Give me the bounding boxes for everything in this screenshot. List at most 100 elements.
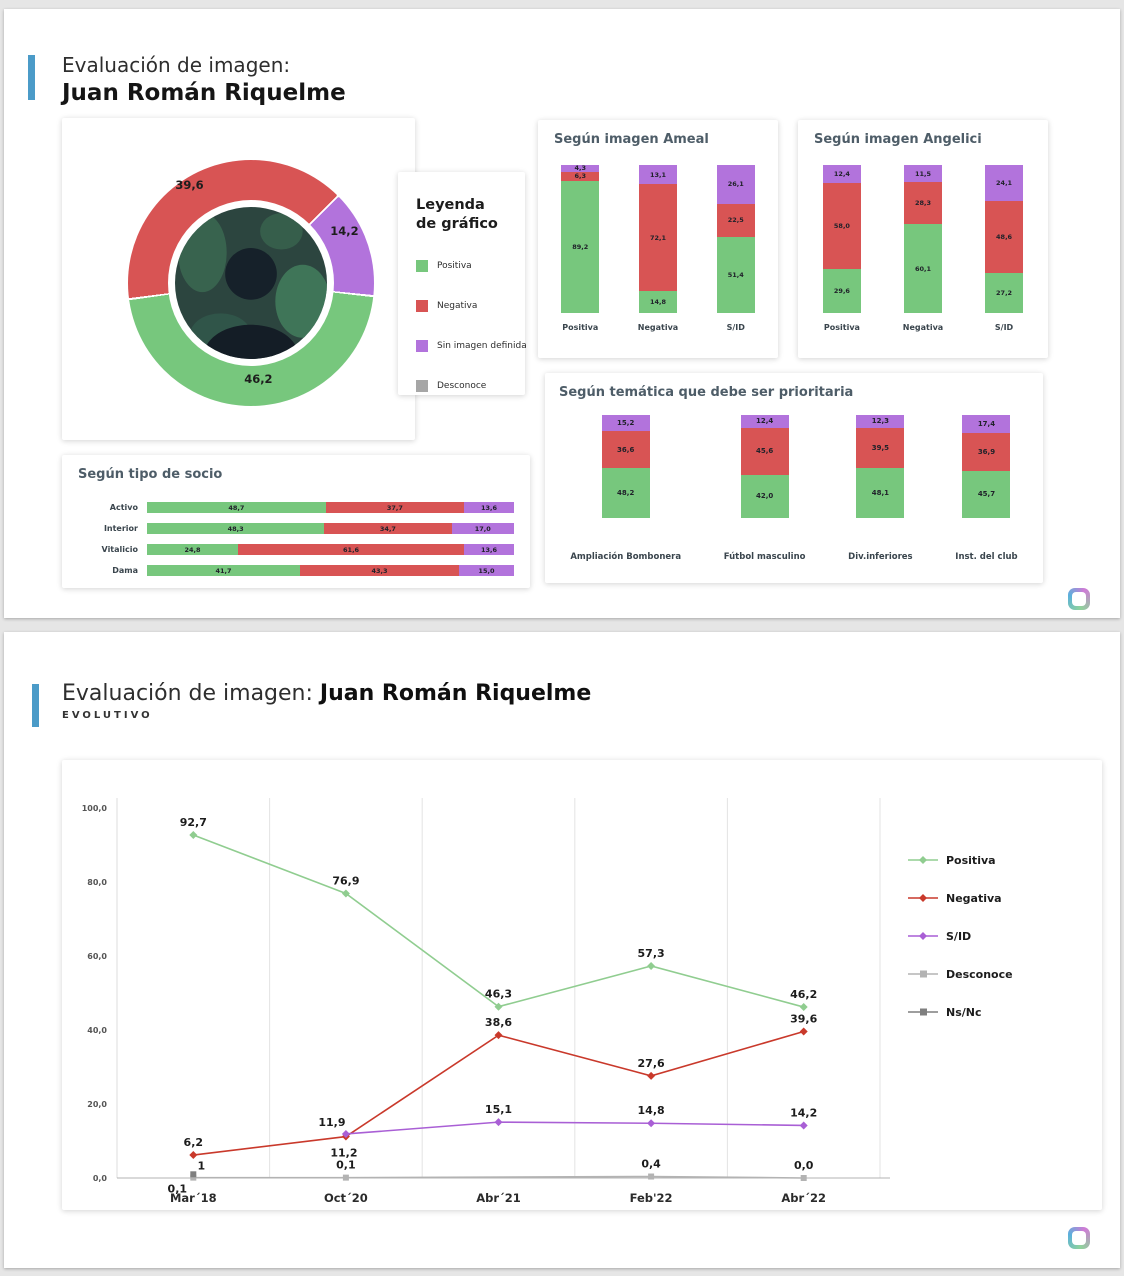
marker-negativa <box>189 1151 198 1160</box>
bar-segment-sin-imagen-definida: 12,3 <box>856 415 905 428</box>
y-tick-label: 80,0 <box>87 878 107 887</box>
bar-category-label: Inst. del club <box>955 552 1018 562</box>
bar-segment-positiva: 29,6 <box>822 269 861 313</box>
stacked-bar: 48,1 39,5 12,3 <box>856 415 905 518</box>
bar-track: 60,1 28,3 11,5 <box>903 165 942 313</box>
bar-category-label: Ampliación Bombonera <box>570 552 682 562</box>
bar-segment-sin-imagen-definida: 17,4 <box>962 415 1011 433</box>
legend-marker <box>919 932 927 940</box>
bar-segment-positiva: 27,2 <box>985 272 1024 313</box>
bar-segment-positiva: 51,4 <box>716 236 755 313</box>
bar-category-label: S/ID <box>994 323 1014 332</box>
bar-track: 45,7 36,9 17,4 <box>962 415 1011 518</box>
marker-positiva <box>647 961 656 970</box>
x-tick-label: Abr´22 <box>781 1191 826 1205</box>
bar-value-label: 60,1 <box>914 264 932 273</box>
stacked-bar: 29,6 58,0 12,4 <box>822 165 861 313</box>
bar-value-label: 17,0 <box>474 524 491 533</box>
angelici-bars: 29,6 58,0 12,4 Positiva 60,1 28,3 11,5 Negativa… <box>802 165 1044 332</box>
stacked-bar: 89,2 6,3 4,3 <box>561 164 600 313</box>
marker-s-id <box>341 1129 350 1138</box>
bar-track: 14,8 72,1 13,1 <box>638 165 677 313</box>
slide-2: Evaluación de imagen: Juan Román Riquelm… <box>4 632 1120 1268</box>
bar-value-label: 13,6 <box>481 545 498 554</box>
bar-segment-negativa: 39,5 <box>856 427 905 469</box>
bar-segment-negativa: 37,7 <box>325 502 465 513</box>
bar-value-label: 12,4 <box>833 170 850 179</box>
bar-track: 48,1 39,5 12,3 <box>856 415 905 518</box>
socio-row: Activo 48,7 37,7 13,6 <box>76 497 514 518</box>
data-label-negativa: 27,6 <box>638 1057 665 1070</box>
person-photo-illustration <box>175 207 327 359</box>
ameal-title: Según imagen Ameal <box>554 132 709 147</box>
socio-card: Según tipo de socio Activo 48,7 37,7 13,6 In… <box>62 455 530 588</box>
data-label-positiva: 46,3 <box>485 988 512 1001</box>
slide1-title-line2: Juan Román Riquelme <box>62 80 346 106</box>
marker-desconoce <box>190 1174 197 1181</box>
legend-item-label: Positiva <box>437 260 472 271</box>
bar-segment-negativa: 22,5 <box>716 203 755 237</box>
bar-segment-positiva: 42,0 <box>740 474 789 518</box>
socio-category-label: Interior <box>103 524 138 533</box>
bar-track: 89,2 6,3 4,3 <box>561 164 600 313</box>
bar-value-label: 4,3 <box>574 164 587 173</box>
bar-value-label: 48,2 <box>617 489 635 498</box>
legend-item: Sin imagen definida <box>416 326 527 366</box>
bar-segment-sin-imagen-definida: 12,4 <box>822 165 861 184</box>
ameal-bars: 89,2 6,3 4,3 Positiva 14,8 72,1 13,1 Negativa 51… <box>542 164 774 332</box>
bar-segment-positiva: 60,1 <box>903 224 942 313</box>
tematica-bars: 48,2 36,6 15,2 Ampliación Bombonera 42,0 45,6… <box>549 415 1039 562</box>
bar-value-label: 24,8 <box>184 545 201 554</box>
data-label-s-id: 14,2 <box>790 1106 817 1119</box>
bar-segment-positiva: 48,7 <box>147 502 326 513</box>
data-label-negativa: 39,6 <box>790 1012 817 1025</box>
bar-value-label: 6,3 <box>574 172 587 181</box>
bar-value-label: 34,7 <box>379 524 396 533</box>
bar-column: 89,2 6,3 4,3 Positiva <box>561 164 600 332</box>
bar-value-label: 13,1 <box>649 170 667 179</box>
brand-logo <box>1068 1227 1090 1249</box>
socio-bar-track: 48,3 34,7 17,0 <box>147 523 514 534</box>
bar-segment-positiva: 48,3 <box>147 523 325 534</box>
bar-value-label: 28,3 <box>914 199 932 208</box>
bar-column: 42,0 45,6 12,4 Fútbol masculino <box>724 415 806 562</box>
legend-title-line1: Leyenda <box>416 197 485 213</box>
bar-segment-negativa: 72,1 <box>638 184 677 292</box>
bar-category-label: S/ID <box>726 323 745 332</box>
bar-segment-sin-imagen-definida: 12,4 <box>740 415 789 428</box>
slide2-title-prefix: Evaluación de imagen: <box>62 681 320 706</box>
legend-marker <box>919 856 927 864</box>
bar-column: 48,1 39,5 12,3 Div.inferiores <box>848 415 913 562</box>
marker-s-id <box>799 1121 808 1130</box>
legend-label: Ns/Nc <box>946 1006 982 1019</box>
bar-segment-negativa: 45,6 <box>740 427 789 475</box>
socio-category-label: Dama <box>112 566 138 575</box>
bar-segment-positiva: 14,8 <box>638 291 677 313</box>
stacked-bar: 14,8 72,1 13,1 <box>638 165 677 313</box>
marker-positiva <box>189 831 198 840</box>
bar-value-label: 41,7 <box>215 566 232 575</box>
line-series-desconoce <box>193 1175 804 1179</box>
socio-category-label: Vitalicio <box>101 545 138 554</box>
bar-value-label: 36,9 <box>977 447 996 456</box>
marker-desconoce <box>342 1174 349 1181</box>
legend-item-label: Sin imagen definida <box>437 340 527 351</box>
stacked-bar: 45,7 36,9 17,4 <box>962 415 1011 518</box>
bar-value-label: 22,5 <box>727 216 744 225</box>
donut-card: 46,2 39,6 14,2 <box>62 118 415 440</box>
bar-value-label: 24,1 <box>996 179 1013 187</box>
donut-value-label: 14,2 <box>330 224 359 239</box>
bar-track: 51,4 22,5 26,1 <box>716 165 755 313</box>
bar-column: 27,2 48,6 24,1 S/ID <box>985 165 1024 332</box>
data-label-desconoce: 0,0 <box>794 1159 814 1172</box>
data-label-desconoce: 0,4 <box>641 1158 661 1171</box>
bar-value-label: 17,4 <box>977 419 996 428</box>
bar-category-label: Negativa <box>637 323 679 332</box>
data-label-positiva: 76,9 <box>332 874 359 887</box>
bar-segment-positiva: 89,2 <box>561 180 600 313</box>
bar-value-label: 45,6 <box>755 447 774 456</box>
bar-segment-negativa: 36,9 <box>962 432 1011 471</box>
bar-segment-positiva: 24,8 <box>147 544 239 555</box>
stacked-bar: 48,2 36,6 15,2 <box>601 415 650 518</box>
